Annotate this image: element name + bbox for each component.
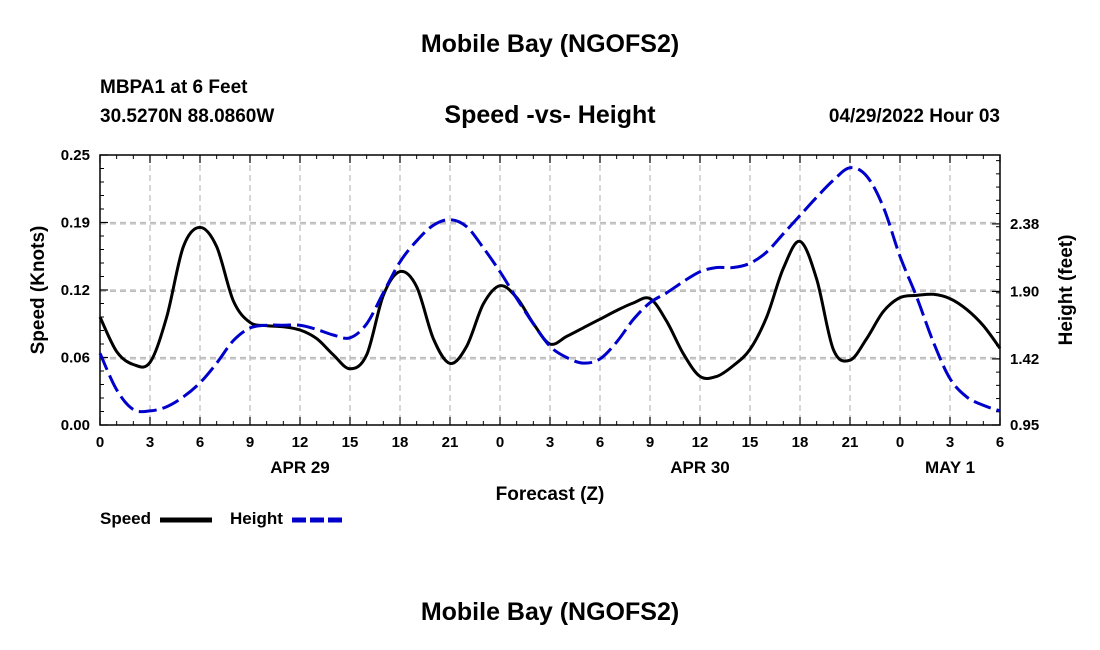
y-tick-label: 0.19	[61, 215, 90, 232]
station-label: MBPA1 at 6 Feet	[100, 77, 248, 98]
x-tick-label: 3	[546, 434, 554, 451]
chart-subtitle: Speed -vs- Height	[444, 101, 656, 129]
day-label: MAY 1	[925, 458, 975, 477]
day-label: APR 29	[270, 458, 330, 477]
x-tick-label: 18	[792, 434, 809, 451]
forecast-datetime: 04/29/2022 Hour 03	[828, 106, 1000, 127]
height-series-line	[98, 166, 1001, 414]
y2-tick-label: 0.95	[1010, 417, 1039, 434]
series-layer	[98, 166, 1002, 414]
x-axis-title: Forecast (Z)	[496, 484, 605, 505]
x-tick-label: 18	[392, 434, 409, 451]
x-tick-label: 15	[342, 434, 359, 451]
y-axis-title: Speed (Knots)	[28, 226, 49, 355]
y-tick-label: 0.25	[61, 147, 90, 164]
main-title: Mobile Bay (NGOFS2)	[420, 30, 680, 58]
minor-ticks	[99, 154, 1001, 426]
x-tick-label: 6	[996, 434, 1004, 451]
y-tick-label: 0.00	[61, 417, 90, 434]
footer-title: Mobile Bay (NGOFS2)	[420, 598, 680, 626]
x-tick-label: 21	[842, 434, 859, 451]
x-tick-label: 9	[246, 434, 254, 451]
y2-tick-label: 1.90	[1010, 283, 1039, 300]
x-tick-label: 3	[946, 434, 954, 451]
x-tick-label: 0	[896, 434, 904, 451]
x-tick-label: 9	[646, 434, 654, 451]
x-tick-label: 6	[196, 434, 204, 451]
speed-series-line	[98, 225, 1002, 381]
x-tick-label: 12	[692, 434, 709, 451]
y2-tick-label: 1.42	[1010, 351, 1039, 368]
x-tick-label: 0	[96, 434, 104, 451]
x-tick-label: 0	[496, 434, 504, 451]
x-tick-label: 6	[596, 434, 604, 451]
axis-labels: 0 3 6 9 12 15 18 21 0 3 6 9 12 15 18 21 0 3 6 APR 29 APR 30 M…	[61, 147, 1039, 477]
legend-speed-label: Speed	[100, 509, 152, 528]
day-label: APR 30	[670, 458, 730, 477]
y2-axis-title: Height (feet)	[1056, 235, 1077, 346]
legend-height-label: Height	[230, 509, 283, 528]
x-tick-label: 12	[292, 434, 309, 451]
x-tick-label: 15	[742, 434, 759, 451]
y-tick-label: 0.12	[61, 282, 90, 299]
y-tick-label: 0.06	[61, 350, 90, 367]
x-tick-label: 21	[442, 434, 459, 451]
y2-tick-label: 2.38	[1010, 216, 1039, 233]
x-tick-label: 3	[146, 434, 154, 451]
coordinates-label: 30.5270N 88.0860W	[100, 106, 275, 127]
grid-layer	[100, 155, 1000, 425]
